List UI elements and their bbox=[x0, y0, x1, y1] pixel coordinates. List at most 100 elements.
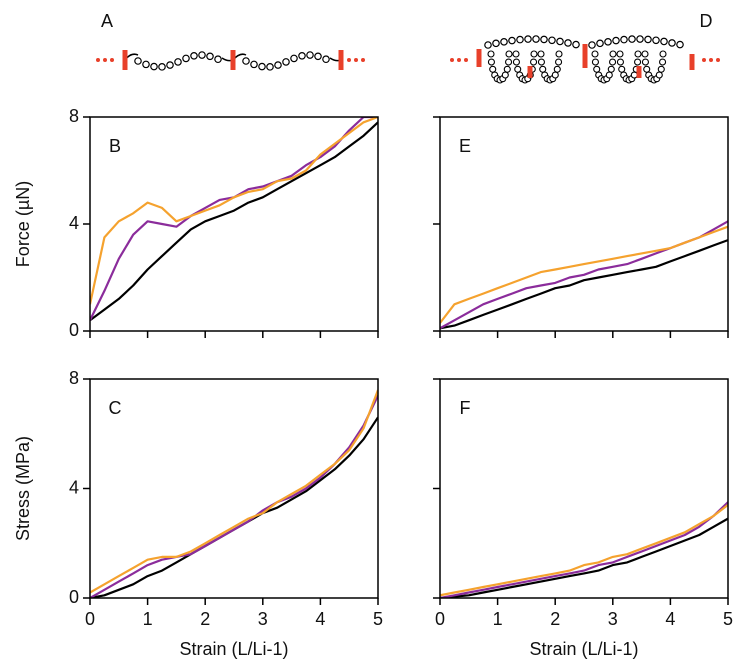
red-dot bbox=[110, 58, 114, 62]
bead bbox=[553, 65, 561, 73]
y-tick-label: 4 bbox=[69, 477, 79, 497]
data-line bbox=[90, 117, 378, 305]
bead bbox=[564, 39, 572, 47]
red-dot bbox=[103, 58, 107, 62]
bead bbox=[591, 50, 599, 58]
plot-frame bbox=[89, 378, 379, 599]
bead bbox=[489, 65, 497, 73]
chain bbox=[124, 53, 342, 62]
bead bbox=[657, 65, 665, 73]
red-bar bbox=[689, 54, 695, 70]
bead bbox=[512, 58, 520, 66]
panel-label: B bbox=[109, 136, 121, 156]
bead bbox=[206, 52, 214, 61]
bead bbox=[596, 39, 604, 48]
data-line bbox=[90, 121, 378, 322]
red-dot bbox=[347, 58, 351, 62]
panel-label: C bbox=[109, 398, 122, 418]
bead bbox=[514, 65, 522, 73]
red-bar bbox=[122, 50, 128, 70]
panel-label: F bbox=[460, 398, 471, 418]
bead bbox=[166, 61, 174, 69]
bead bbox=[500, 38, 508, 46]
bead bbox=[282, 58, 290, 66]
bead bbox=[266, 63, 274, 71]
bead bbox=[214, 55, 222, 64]
y-tick-label: 8 bbox=[69, 106, 79, 126]
data-line bbox=[440, 501, 728, 598]
schematic bbox=[96, 35, 720, 84]
bead bbox=[593, 65, 601, 73]
bead bbox=[505, 58, 513, 66]
panel-label: E bbox=[459, 136, 471, 156]
red-dot bbox=[450, 58, 454, 62]
bead bbox=[290, 54, 298, 63]
y-axis-label: Force (µN) bbox=[13, 181, 33, 267]
bead bbox=[641, 50, 649, 58]
red-dot bbox=[354, 58, 358, 62]
x-axis-label: Strain (L/Li-1) bbox=[529, 639, 638, 659]
data-line bbox=[90, 416, 378, 598]
bead bbox=[298, 52, 306, 60]
bead bbox=[634, 58, 642, 66]
bead bbox=[314, 52, 322, 61]
x-tick-label: 0 bbox=[85, 609, 95, 629]
bead bbox=[620, 35, 628, 44]
bead bbox=[530, 50, 538, 58]
bead bbox=[634, 50, 642, 58]
bead bbox=[652, 36, 660, 45]
bead bbox=[322, 55, 330, 64]
bead bbox=[616, 50, 624, 58]
panel-label: D bbox=[700, 11, 713, 31]
bead bbox=[503, 65, 511, 73]
bead bbox=[487, 50, 495, 58]
bead bbox=[668, 39, 676, 47]
bead bbox=[512, 50, 520, 58]
red-bar bbox=[527, 66, 533, 78]
plot-frame bbox=[89, 116, 379, 332]
bead bbox=[250, 60, 258, 69]
red-dot bbox=[716, 58, 720, 62]
bead bbox=[142, 60, 150, 69]
bead bbox=[492, 39, 500, 48]
bead bbox=[548, 36, 556, 45]
bead bbox=[641, 58, 649, 66]
data-line bbox=[90, 117, 378, 321]
bead bbox=[508, 36, 516, 45]
y-tick-label: 8 bbox=[69, 368, 79, 388]
x-tick-label: 2 bbox=[550, 609, 560, 629]
bead bbox=[618, 65, 626, 73]
bead bbox=[487, 58, 495, 66]
red-bar bbox=[230, 50, 236, 70]
red-bar bbox=[476, 49, 482, 67]
y-axis-label: Stress (MPa) bbox=[13, 436, 33, 541]
data-line bbox=[90, 389, 378, 594]
y-tick-label: 0 bbox=[69, 587, 79, 607]
bead bbox=[306, 51, 314, 59]
bead bbox=[609, 50, 617, 58]
bead bbox=[628, 35, 636, 43]
bead bbox=[616, 58, 624, 66]
bead bbox=[659, 50, 667, 58]
bead bbox=[174, 58, 182, 66]
bead bbox=[537, 50, 545, 58]
bead bbox=[655, 71, 663, 79]
red-dot bbox=[361, 58, 365, 62]
bead bbox=[604, 38, 612, 46]
bead bbox=[636, 35, 644, 43]
bead bbox=[555, 58, 563, 66]
y-tick-label: 4 bbox=[69, 213, 79, 233]
bead bbox=[501, 71, 509, 79]
bead bbox=[605, 71, 613, 79]
red-dot bbox=[457, 58, 461, 62]
red-dot bbox=[464, 58, 468, 62]
bead bbox=[258, 62, 266, 71]
red-dot bbox=[96, 58, 100, 62]
bead bbox=[643, 65, 651, 73]
bead bbox=[158, 63, 166, 71]
bead bbox=[572, 40, 580, 49]
bead bbox=[588, 41, 596, 49]
bead bbox=[607, 65, 615, 73]
bead bbox=[505, 50, 513, 58]
bead bbox=[556, 37, 564, 46]
